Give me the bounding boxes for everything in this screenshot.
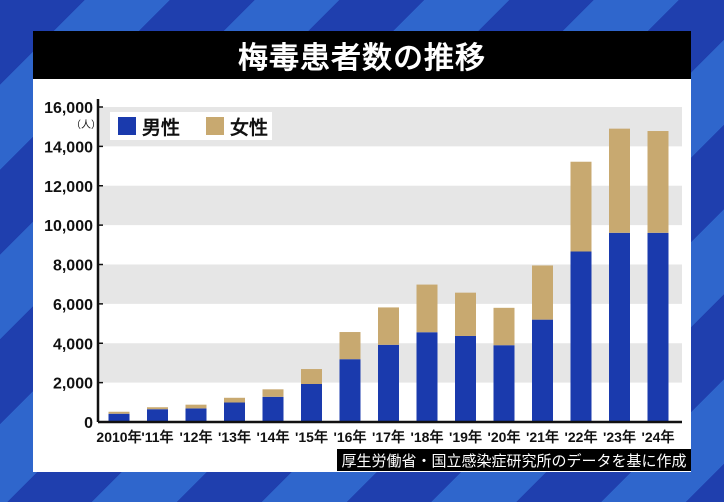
x-tick-label: '23年 <box>603 429 636 445</box>
bar-male <box>108 413 130 422</box>
bar-male <box>301 384 322 422</box>
bar-female <box>609 128 630 233</box>
bar-male <box>262 396 284 422</box>
bar-female <box>378 307 399 345</box>
legend-label: 女性 <box>230 116 268 139</box>
x-tick-label: '12年 <box>180 429 213 445</box>
x-tick-label: '15年 <box>295 429 328 445</box>
legend-label: 男性 <box>142 116 180 139</box>
bar-male <box>378 344 399 422</box>
x-tick-label: '22年 <box>565 429 598 445</box>
bar-female <box>147 407 168 410</box>
bar-female <box>416 284 438 333</box>
bar-male <box>609 232 630 422</box>
y-tick-label: 12,000 <box>44 179 93 196</box>
y-tick-label: 0 <box>84 415 93 432</box>
chart-title: 梅毒患者数の推移 <box>33 31 691 79</box>
x-tick-label: 2010年 <box>96 429 141 445</box>
bar-male <box>185 408 207 422</box>
bar-male <box>416 332 438 422</box>
bar-female <box>224 397 245 403</box>
bar-male <box>532 319 553 422</box>
legend-swatch <box>206 117 224 135</box>
bar-female <box>185 404 207 409</box>
bar-male <box>493 345 515 422</box>
source-caption: 厚生労働省・国立感染症研究所のデータを基に作成 <box>337 449 691 471</box>
x-tick-label: '16年 <box>334 429 367 445</box>
y-axis-unit: （人） <box>71 119 101 131</box>
y-tick-label: 2,000 <box>53 376 93 393</box>
bar-female <box>493 307 515 346</box>
y-tick-label: 8,000 <box>53 258 93 275</box>
legend-swatch <box>118 117 136 135</box>
bar-female <box>455 292 476 336</box>
bar-male <box>455 335 476 422</box>
bar-male <box>224 402 245 422</box>
bar-male <box>147 409 168 422</box>
x-tick-label: '17年 <box>372 429 405 445</box>
bar-female <box>262 389 284 397</box>
x-tick-label: '20年 <box>488 429 521 445</box>
x-tick-label: '14年 <box>257 429 290 445</box>
y-tick-label: 10,000 <box>44 218 93 235</box>
bar-male <box>647 232 669 422</box>
bar-female <box>532 265 553 320</box>
y-tick-label: 6,000 <box>53 297 93 314</box>
y-tick-label: 4,000 <box>53 336 93 353</box>
bar-male <box>570 251 592 422</box>
x-tick-label: '18年 <box>411 429 444 445</box>
x-tick-label: '21年 <box>526 429 559 445</box>
legend <box>110 112 272 140</box>
bar-female <box>570 161 592 252</box>
y-tick-label: 14,000 <box>44 139 93 156</box>
bar-female <box>647 131 669 233</box>
grid-band <box>98 185 682 226</box>
bar-female <box>301 369 322 385</box>
y-tick-label: 16,000 <box>44 100 93 117</box>
grid-band <box>98 264 682 304</box>
bar-female <box>108 411 130 414</box>
x-tick-label: '24年 <box>642 429 675 445</box>
bar-male <box>339 359 361 422</box>
x-tick-label: '13年 <box>218 429 251 445</box>
bar-female <box>339 332 361 360</box>
x-tick-label: '11年 <box>141 429 173 445</box>
x-tick-label: '19年 <box>449 429 482 445</box>
